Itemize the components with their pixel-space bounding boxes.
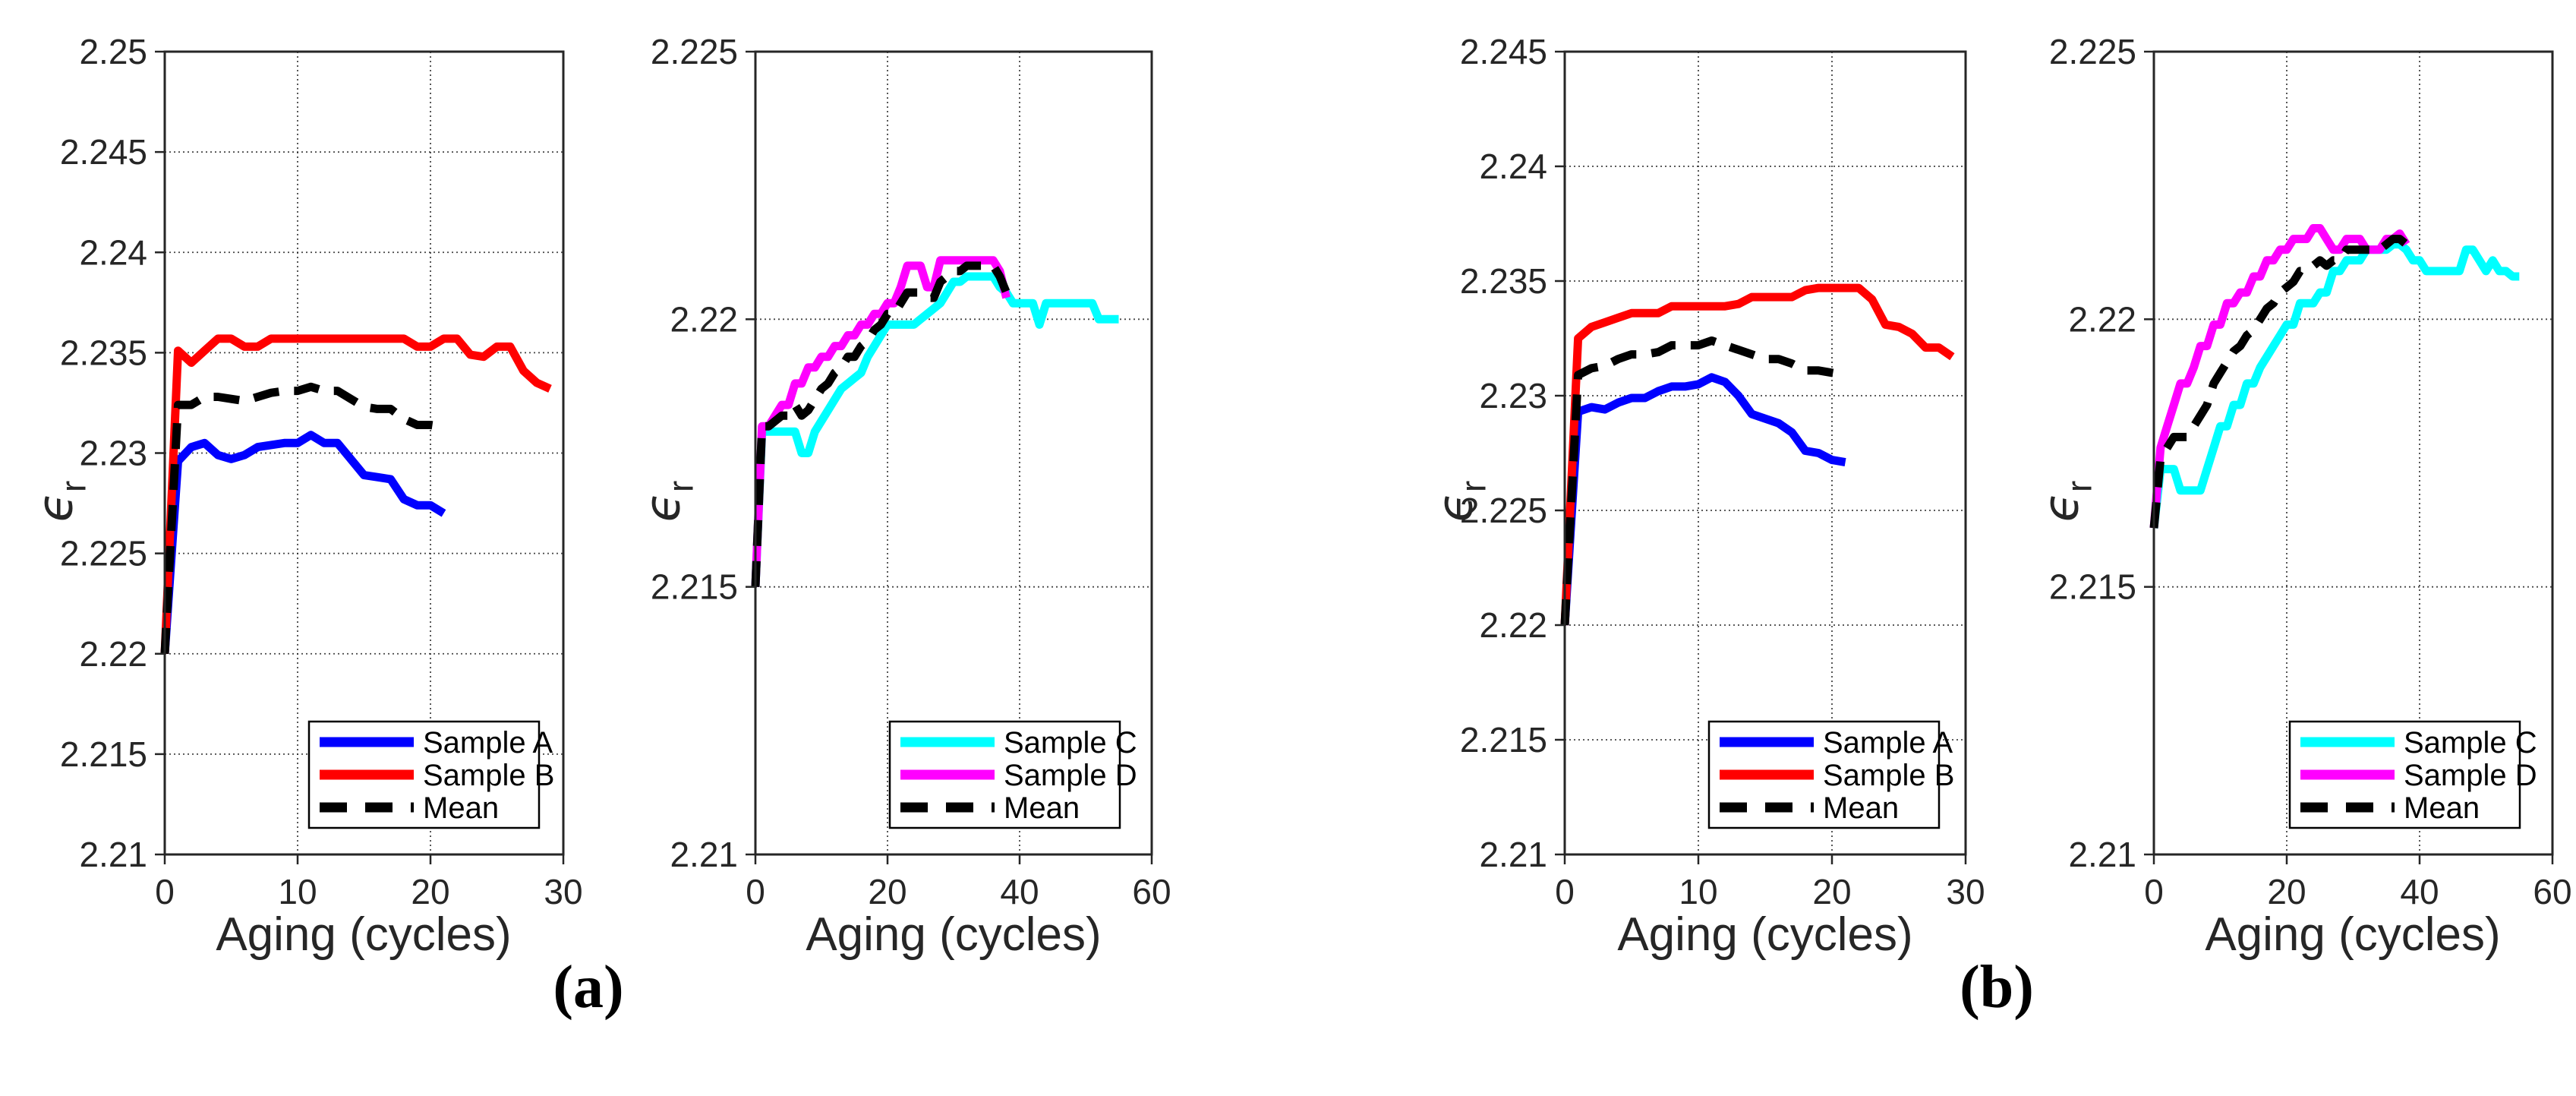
axis-box [754, 50, 1153, 856]
y-tick-label: 2.245 [60, 132, 147, 172]
y-tick-label: 2.24 [1479, 147, 1547, 186]
y-tick-label: 2.225 [651, 32, 738, 71]
y-tick-label: 2.215 [1460, 720, 1547, 760]
x-tick-label: 20 [411, 872, 449, 911]
x-tick-label: 0 [1555, 872, 1575, 911]
series-line-mean [751, 261, 1011, 587]
series-line-mean [1560, 336, 1846, 626]
y-tick-label: 2.225 [2049, 32, 2136, 71]
series-line-sample-b [1560, 283, 1955, 626]
y-tick-label: 2.22 [1479, 605, 1547, 645]
y-tick-label: 2.215 [60, 734, 147, 774]
x-tick-label: 0 [746, 872, 765, 911]
legend-label: Sample A [1823, 726, 1953, 760]
epsilon-symbol: ϵ [27, 491, 84, 523]
y-tick-label: 2.225 [60, 534, 147, 573]
panel-label-b: (b) [1960, 954, 2034, 1021]
y-tick-label: 2.21 [79, 835, 147, 874]
y-tick-label: 2.215 [2049, 567, 2136, 607]
y-tick-label: 2.225 [1460, 491, 1547, 530]
subplot-a-right: 0 20 40 60 2.21 2.215 2.22 2.225 Sample CSample … [651, 32, 1171, 911]
y-tick-label: 2.23 [79, 434, 147, 473]
y-tick-label: 2.21 [2068, 835, 2136, 874]
y-tick-label: 2.235 [1460, 261, 1547, 301]
y-tick-label: 2.25 [79, 32, 147, 71]
legend-label: Sample D [2404, 759, 2537, 792]
axis-box [2152, 50, 2554, 856]
y-tick-label: 2.215 [651, 567, 738, 607]
panel-label-a: (a) [553, 954, 624, 1021]
x-tick-label: 10 [1679, 872, 1717, 911]
y-tick-label: 2.22 [2068, 299, 2136, 339]
y-tick-label: 2.245 [1460, 32, 1547, 71]
series-line-sample-d [751, 256, 1011, 587]
series-line-mean [2149, 235, 2409, 529]
xlabel-a-right: Aging (cycles) [806, 908, 1102, 961]
xlabel-a-left: Aging (cycles) [216, 908, 512, 961]
series-line-sample-b [160, 334, 552, 654]
y-tick-label: 2.22 [670, 299, 738, 339]
series-line-mean [160, 382, 445, 654]
epsilon-subscript: r [53, 480, 93, 492]
axis-box [1563, 50, 1967, 856]
legend-label: Mean [423, 791, 499, 825]
epsilon-subscript: r [1453, 480, 1493, 492]
x-tick-label: 20 [1812, 872, 1851, 911]
ylabel-b-right: ϵr [2034, 481, 2100, 523]
y-tick-label: 2.235 [60, 333, 147, 372]
ylabel-b-left: ϵr [1428, 481, 1494, 523]
series-line-sample-c [751, 272, 1119, 587]
legend-label: Sample C [2404, 726, 2537, 760]
series-line-sample-c [2149, 240, 2520, 529]
xlabel-b-left: Aging (cycles) [1617, 908, 1913, 961]
x-tick-label: 30 [544, 872, 582, 911]
y-tick-label: 2.24 [79, 232, 147, 272]
x-tick-label: 10 [278, 872, 317, 911]
series-line-sample-a [160, 431, 446, 655]
x-tick-label: 0 [2144, 872, 2164, 911]
y-tick-label: 2.21 [1479, 835, 1547, 874]
legend-label: Sample C [1004, 726, 1137, 760]
y-tick-label: 2.22 [79, 634, 147, 674]
epsilon-symbol: ϵ [635, 491, 692, 523]
epsilon-symbol: ϵ [2033, 491, 2090, 523]
x-tick-label: 60 [2533, 872, 2571, 911]
x-tick-label: 40 [2400, 872, 2439, 911]
subplot-b-left: 0 10 20 30 2.21 2.215 2.22 2.225 2.23 2.235 2.24 2.… [1460, 32, 1985, 911]
legend-label: Mean [2404, 791, 2480, 825]
legend-label: Sample B [1823, 759, 1954, 792]
epsilon-subscript: r [661, 480, 701, 492]
legend-label: Sample B [423, 759, 554, 792]
x-tick-label: 30 [1946, 872, 1985, 911]
x-tick-label: 0 [155, 872, 175, 911]
y-tick-label: 2.23 [1479, 376, 1547, 415]
ylabel-a-right: ϵr [635, 481, 702, 523]
epsilon-subscript: r [2059, 480, 2099, 492]
series-line-sample-a [1560, 373, 1846, 626]
x-tick-label: 20 [2267, 872, 2306, 911]
ylabel-a-left: ϵr [28, 481, 94, 523]
legend-label: Sample D [1004, 759, 1137, 792]
x-tick-label: 20 [868, 872, 906, 911]
legend-label: Sample A [423, 726, 553, 760]
legend-label: Mean [1823, 791, 1899, 825]
x-tick-label: 40 [1000, 872, 1039, 911]
legend-label: Mean [1004, 791, 1080, 825]
xlabel-b-right: Aging (cycles) [2205, 908, 2501, 961]
subplot-a-left: 0 10 20 30 2.21 2.215 2.22 2.225 2.23 2.235 2.24 2.… [60, 32, 583, 911]
x-tick-label: 60 [1132, 872, 1171, 911]
epsilon-symbol: ϵ [1427, 491, 1484, 523]
subplot-b-right: 0 20 40 60 2.21 2.215 2.22 2.225 Sample CSample … [2049, 32, 2572, 911]
y-tick-label: 2.21 [670, 835, 738, 874]
